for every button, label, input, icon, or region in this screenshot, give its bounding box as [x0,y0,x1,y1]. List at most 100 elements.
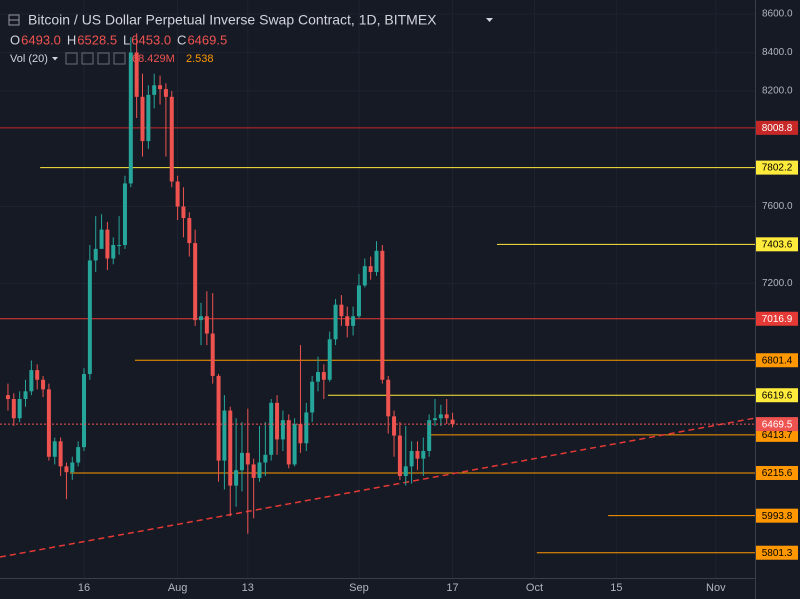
candle-body [257,462,262,478]
x-tick-label: Sep [349,582,369,594]
candle-body [199,316,204,321]
x-tick-label: 16 [78,582,90,594]
candle-body [146,94,151,142]
candle-body [122,183,127,246]
vol-value: 68.429M [132,53,175,65]
price-tag-label: 8008.8 [762,123,793,134]
price-tag-label: 6215.6 [762,468,793,479]
dropdown-arrow[interactable] [52,57,58,61]
candle-body [204,316,209,334]
candle-body [345,316,350,326]
candle-body [321,372,326,380]
candle-body [438,414,443,419]
candle-body [263,454,268,463]
candle-body [41,379,46,390]
candle-body [70,462,75,473]
price-tag [756,237,798,252]
price-tag [756,508,798,523]
vol-name: Vol (20) [10,53,48,65]
price-tag-label: 6801.4 [762,355,793,366]
icon-button[interactable] [97,52,110,65]
candle-body [181,206,186,219]
ohlc-value: 6528.5 [77,32,117,47]
x-tick-label: 15 [610,582,622,594]
y-tick-label: 8200.0 [762,86,793,97]
candle-body [362,266,367,286]
candle-body [397,435,402,476]
candle-body [216,375,221,461]
candle-body [356,285,361,317]
candle-body [427,420,432,451]
icon-button[interactable] [81,52,94,65]
candle-body [228,410,233,486]
candle-body [17,398,22,419]
y-tick-label: 7600.0 [762,201,793,212]
x-tick-label: Nov [706,582,726,594]
price-tag [756,160,798,175]
candle-body [5,395,10,399]
ohlc-key: H [67,32,76,47]
plot [0,33,756,558]
candle-body [298,424,303,444]
candle-body [234,470,239,486]
candle-body [187,218,192,244]
candle-body [339,304,344,317]
candle-body [269,402,274,455]
trend-line [0,417,756,558]
price-tag [756,427,798,442]
candle-body [111,245,116,259]
vol-ma: 2.538 [186,53,214,65]
candle-body [421,450,426,459]
candle-body [35,370,40,380]
price-tag [756,353,798,368]
y-tick-label: 8400.0 [762,47,793,58]
candle-body [134,52,139,97]
candle-body [222,410,227,461]
icon-button[interactable] [113,52,126,65]
candle-body [58,441,63,467]
price-tag [756,311,798,326]
chart-title: Bitcoin / US Dollar Perpetual Inverse Sw… [28,12,437,28]
axis: 8600.0 8400.0 8200.0 7600.0 7200.0 16 Aug 13 Sep… [78,9,798,594]
y-tick-label: 7200.0 [762,278,793,289]
candle-body [327,339,332,380]
candle-body [333,304,338,340]
candle-body [444,414,449,419]
icon-button[interactable] [65,52,78,65]
ohlc-legend: O 6493.0 H 6528.5 L 6453.0 C 6469.5 [10,32,227,47]
x-tick-label: 17 [446,582,458,594]
indicator-buttons [65,52,126,65]
grid [0,0,755,578]
candle-body [128,52,133,184]
price-tag-label: 5993.8 [762,511,793,522]
candle-body [210,333,215,376]
candle-body [169,96,174,182]
ohlc-key: C [177,32,186,47]
candle-body [87,260,92,374]
price-tag-label: 7802.2 [762,163,793,174]
y-tick-label: 8600.0 [762,9,793,20]
x-tick-label: 13 [242,582,254,594]
price-tag-label: 6619.6 [762,390,793,401]
candle-body [409,450,414,467]
candle-body [251,464,256,478]
candle-body [117,245,122,247]
candle-body [310,381,315,413]
x-tick-label: Oct [526,582,543,594]
x-tick-label: Aug [168,582,188,594]
candle-body [23,391,28,399]
ohlc-key: L [123,32,130,47]
ohlc-value: 6469.5 [187,32,227,47]
candle-body [433,418,438,421]
candle-body [450,419,455,425]
candle-body [140,96,145,142]
candle-body [52,441,57,457]
candle-body [76,447,81,463]
dropdown-arrow[interactable] [486,18,493,22]
ohlc-value: 6493.0 [21,32,61,47]
candle-body [93,248,98,261]
candle-body [275,402,280,440]
candle-body [11,398,16,419]
candle-body [152,85,157,95]
